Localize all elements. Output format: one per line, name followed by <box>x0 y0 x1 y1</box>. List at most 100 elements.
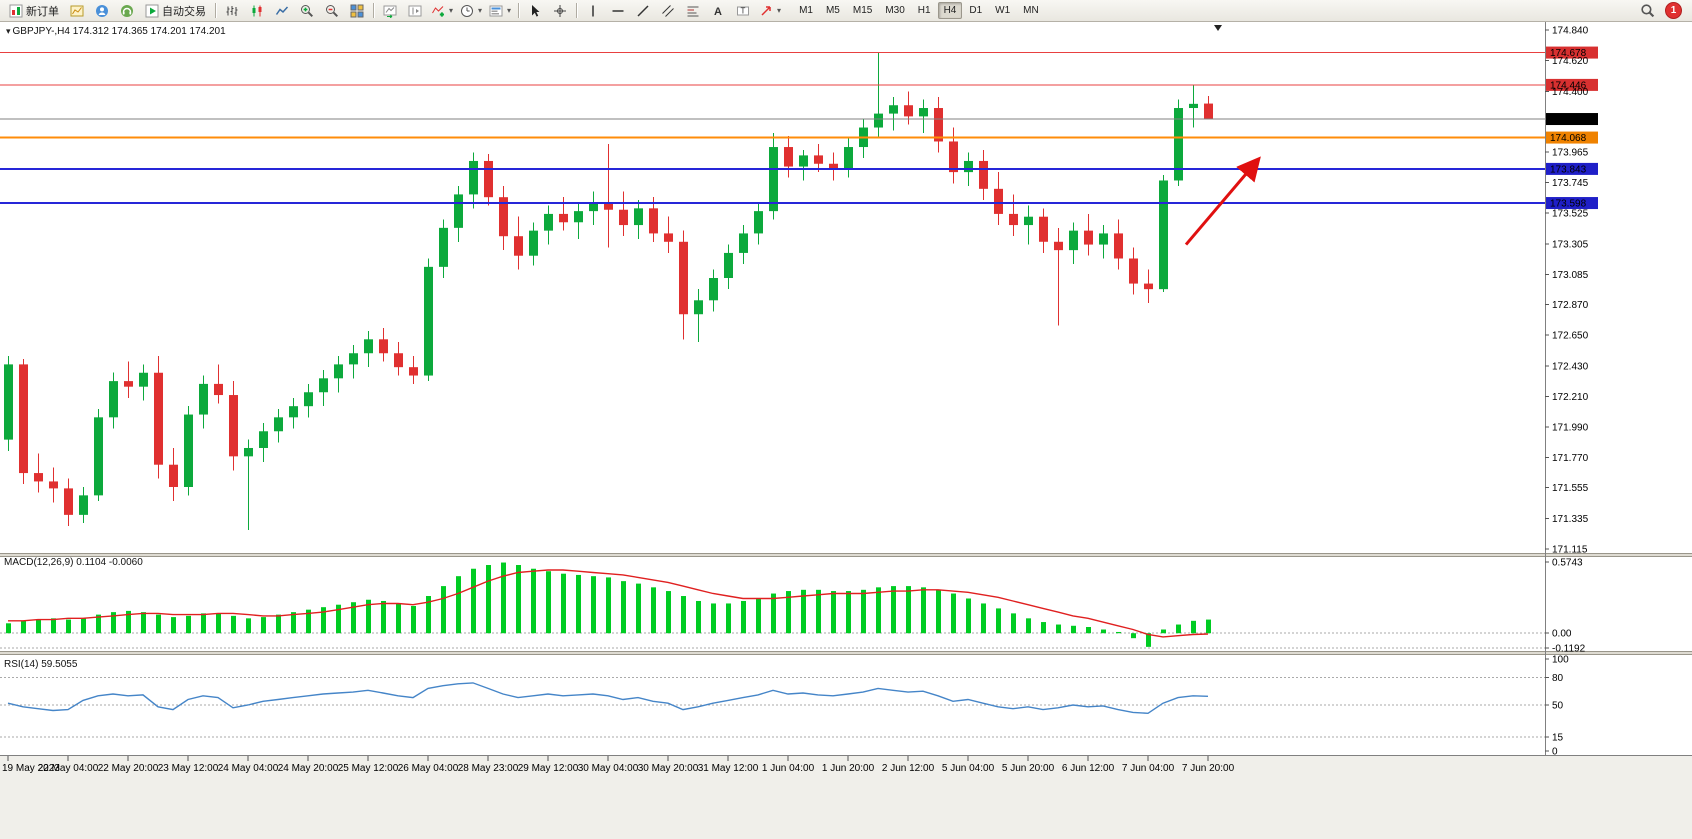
time-label: 29 May 12:00 <box>518 763 579 774</box>
new-chart-icon <box>70 5 84 16</box>
trendline-button[interactable] <box>631 1 655 21</box>
macd-bar <box>1011 613 1016 634</box>
label-button[interactable]: T <box>731 1 755 21</box>
macd-bar <box>1101 629 1106 634</box>
chevron-down-icon: ▾ <box>507 6 512 15</box>
arrows-button[interactable]: ▾ <box>756 1 784 21</box>
macd-bar <box>501 562 506 634</box>
chevron-down-icon: ▾ <box>777 6 782 15</box>
timeframe-group: M1 M5 M15 M30 H1 H4 D1 W1 MN <box>793 2 1045 19</box>
timeframe-h1[interactable]: H1 <box>917 5 931 16</box>
rsi-value: 59.5055 <box>41 659 78 670</box>
zoom-out-button[interactable] <box>320 1 344 21</box>
macd-bar <box>891 586 896 634</box>
fibonacci-button[interactable] <box>681 1 705 21</box>
macd-bar <box>846 591 851 634</box>
timeframe-d1[interactable]: D1 <box>969 5 983 16</box>
candle <box>124 361 133 398</box>
trend-arrow[interactable] <box>1184 156 1261 246</box>
price-flag <box>1546 78 1598 91</box>
indicators-button[interactable]: ▾ <box>428 1 456 21</box>
fibonacci-icon <box>687 6 699 16</box>
macd-bar <box>51 618 56 634</box>
community-button[interactable] <box>115 1 139 21</box>
text-button[interactable]: A <box>706 1 730 21</box>
rsi-panel: 100 80 50 15 0 <box>0 655 1569 758</box>
candle <box>979 149 988 200</box>
vertical-line-button[interactable] <box>581 1 605 21</box>
timeframe-w1[interactable]: W1 <box>995 5 1011 16</box>
search-button[interactable] <box>1635 1 1659 21</box>
chart-shift-marker[interactable] <box>1214 25 1222 31</box>
macd-bar <box>66 619 71 634</box>
macd-bar <box>921 587 926 634</box>
ohlc-values: 174.312 174.365 174.201 174.201 <box>72 26 226 37</box>
candle <box>1099 225 1108 259</box>
candlestick-chart-icon <box>252 5 262 16</box>
macd-bar <box>546 571 551 634</box>
macd-bar <box>426 596 431 634</box>
macd-bar <box>1131 633 1136 639</box>
price-tick: 173.305 <box>1552 239 1589 250</box>
svg-text:174.446: 174.446 <box>1550 80 1587 91</box>
timeframe-m30[interactable]: M30 <box>885 5 905 16</box>
candle <box>949 127 958 184</box>
macd-bar <box>711 603 716 634</box>
candle <box>289 397 298 429</box>
cursor-button[interactable] <box>523 1 547 21</box>
candle <box>649 197 658 242</box>
timeframe-m5[interactable]: M5 <box>825 5 840 16</box>
line-chart-button[interactable] <box>270 1 294 21</box>
macd-title: MACD(12,26,9) <box>4 557 74 568</box>
candle <box>214 364 223 404</box>
autotrade-button[interactable]: 自动交易 <box>140 1 211 21</box>
horizontal-line-button[interactable] <box>606 1 630 21</box>
new-order-button[interactable]: 新订单 <box>4 1 64 21</box>
tile-windows-button[interactable] <box>345 1 369 21</box>
macd-bar <box>1026 618 1031 634</box>
crosshair-button[interactable] <box>548 1 572 21</box>
timeframe-m1[interactable]: M1 <box>799 5 813 16</box>
macd-bar <box>996 608 1001 634</box>
candle <box>859 119 868 159</box>
periods-button[interactable]: ▾ <box>457 1 485 21</box>
timeframe-mn[interactable]: MN <box>1023 5 1039 16</box>
symbol-collapse-icon[interactable]: ▾ <box>6 26 11 36</box>
auto-scroll-button[interactable] <box>378 1 402 21</box>
candle <box>934 96 943 153</box>
candle <box>439 219 448 279</box>
price-tick: 172.210 <box>1552 392 1589 403</box>
candlestick-chart-button[interactable] <box>245 1 269 21</box>
rsi-axis-label: 15 <box>1552 733 1564 744</box>
candle <box>814 144 823 173</box>
macd-bar <box>471 568 476 634</box>
crosshair-icon <box>554 4 567 17</box>
timeframe-m15[interactable]: M15 <box>852 5 873 16</box>
candle <box>1039 208 1048 253</box>
new-chart-button[interactable] <box>65 1 89 21</box>
zoom-in-button[interactable] <box>295 1 319 21</box>
profile-button[interactable] <box>90 1 114 21</box>
candle <box>604 144 613 248</box>
chart-shift-button[interactable] <box>403 1 427 21</box>
channel-button[interactable] <box>656 1 680 21</box>
community-icon <box>121 4 133 17</box>
candle <box>169 447 178 501</box>
templates-button[interactable]: ▾ <box>486 1 514 21</box>
bars-chart-button[interactable] <box>220 1 244 21</box>
candle <box>364 330 373 368</box>
candle <box>109 372 118 429</box>
panel-separator[interactable] <box>0 651 1692 655</box>
timeframe-h4[interactable]: H4 <box>937 2 963 19</box>
candle <box>274 408 283 443</box>
candle <box>1204 96 1213 120</box>
notification-badge[interactable]: 1 <box>1665 2 1682 19</box>
chart-canvas[interactable]: 174.678 174.446 174.201 174.068 173.843 173.5… <box>0 22 1692 839</box>
panel-separator[interactable] <box>0 553 1692 557</box>
macd-value: 0.1104 <box>76 557 107 568</box>
svg-text:173.843: 173.843 <box>1550 164 1587 175</box>
macd-bar <box>1056 624 1061 634</box>
rsi-axis-label: 100 <box>1552 655 1569 666</box>
